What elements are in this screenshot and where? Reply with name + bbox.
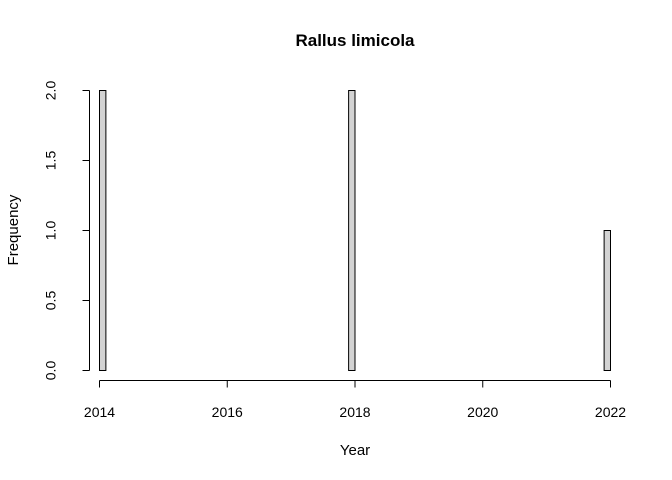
y-tick-label: 0.5 [43,291,59,311]
x-tick-label: 2014 [84,404,115,420]
x-axis-label: Year [340,442,370,459]
x-tick-label: 2022 [595,404,626,420]
histogram-bars [99,90,611,371]
y-axis-label: Frequency [5,194,22,265]
histogram-bar [603,230,611,371]
x-tick-label: 2018 [339,404,370,420]
y-tick-label: 0.0 [43,361,59,381]
histogram-bar [99,90,107,371]
y-tick-label: 1.5 [43,151,59,171]
y-tick-label: 1.0 [43,221,59,241]
x-tick-label: 2020 [467,404,498,420]
y-axis: 0.0 0.5 1.0 1.5 2.0 [43,81,90,381]
y-tick-label: 2.0 [43,81,59,101]
x-tick-label: 2016 [212,404,243,420]
histogram-bar [348,90,356,371]
x-axis: 2014 2016 2018 2020 2022 [84,380,626,420]
chart-title: Rallus limicola [295,31,415,50]
